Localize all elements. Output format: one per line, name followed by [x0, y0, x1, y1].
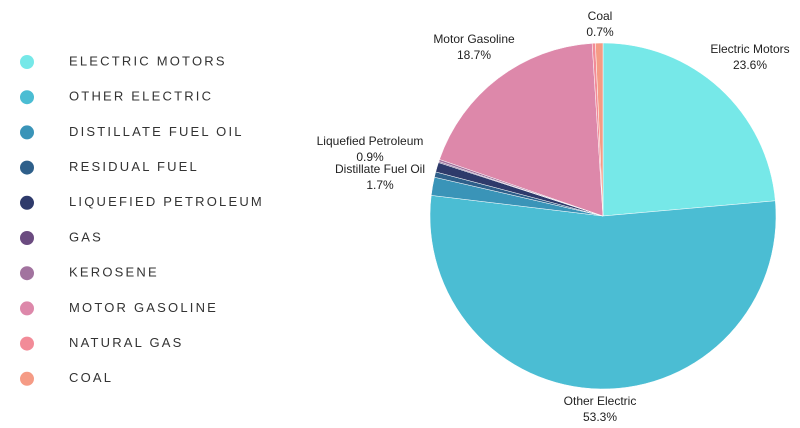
legend-swatch	[20, 195, 34, 210]
legend-label: Residual Fuel	[69, 159, 199, 174]
legend-swatch	[20, 160, 34, 175]
slice-label: Distillate Fuel Oil	[335, 162, 425, 176]
slice-value-label: 0.7%	[586, 25, 614, 39]
legend-swatch	[20, 231, 34, 245]
legend-label: Other Electric	[69, 89, 213, 104]
legend-swatch	[20, 336, 34, 351]
slice-value-label: 23.6%	[733, 58, 767, 72]
legend-label: Electric Motors	[69, 53, 227, 68]
legend-label: Gas	[69, 229, 103, 244]
slice-label: Coal	[588, 9, 613, 23]
legend-swatch	[20, 301, 34, 316]
pie-slice	[439, 43, 604, 217]
pie-slice	[429, 195, 777, 390]
legend-label: Kerosene	[69, 265, 159, 280]
legend-label: Distillate Fuel Oil	[69, 124, 244, 139]
legend-swatch	[20, 90, 34, 105]
slice-label: Liquefied Petroleum	[317, 134, 424, 148]
pie-slice	[595, 42, 604, 217]
slice-value-label: 18.7%	[457, 48, 491, 62]
legend-label: Liquefied Petroleum	[69, 194, 264, 209]
slice-label: Electric Motors	[710, 42, 789, 56]
slice-value-label: 53.3%	[583, 410, 617, 424]
legend-label: Motor Gasoline	[69, 300, 218, 315]
legend-swatch	[20, 266, 34, 281]
slice-label: Other Electric	[564, 394, 637, 408]
legend-label: Natural Gas	[69, 335, 184, 350]
pie-slice	[602, 42, 776, 217]
legend-swatch	[20, 125, 34, 140]
slice-value-label: 1.7%	[366, 178, 394, 192]
legend-swatch	[20, 55, 34, 69]
slice-value-label: 0.9%	[356, 150, 384, 164]
slice-label: Motor Gasoline	[433, 32, 515, 46]
legend-label: Coal	[69, 370, 113, 385]
legend-swatch	[20, 371, 34, 386]
